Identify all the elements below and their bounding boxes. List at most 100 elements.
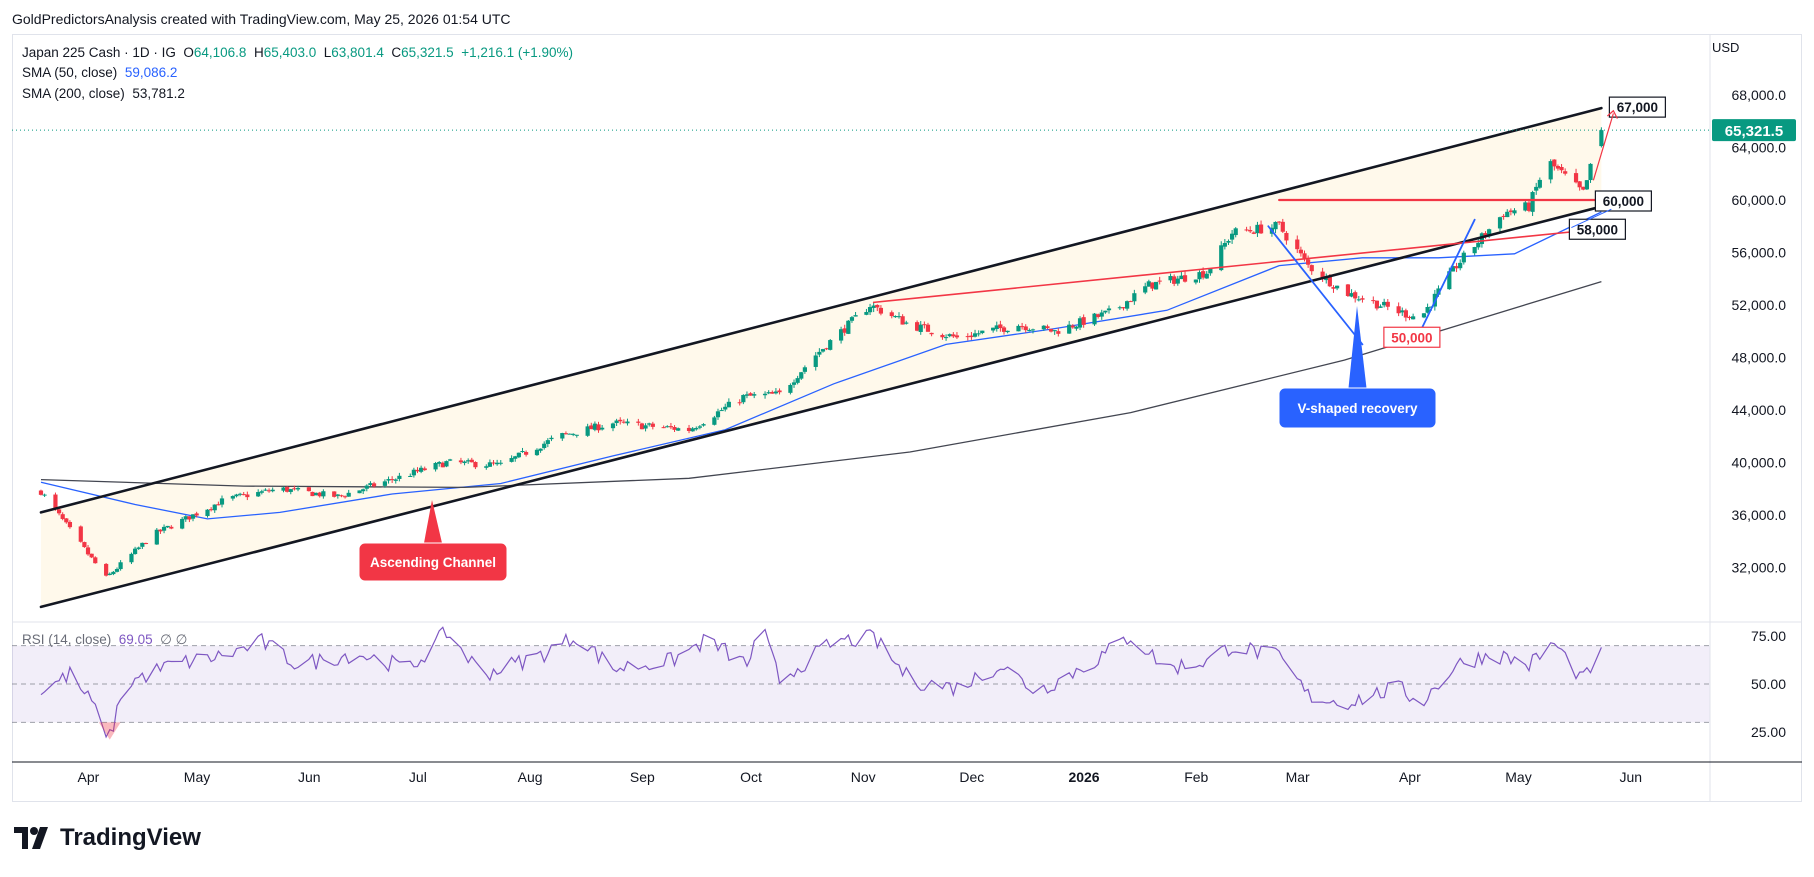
- candle-body: [875, 304, 880, 308]
- candle-body: [820, 349, 826, 352]
- candle-body: [53, 494, 58, 509]
- candle-body: [1150, 282, 1155, 289]
- candle-body: [1168, 275, 1173, 281]
- candle-body: [1461, 252, 1466, 263]
- candle-body: [1487, 229, 1492, 237]
- candle-body: [469, 459, 474, 463]
- level-60000-box: [1594, 190, 1652, 212]
- candle-body: [1483, 233, 1488, 236]
- candle-body: [1020, 326, 1025, 328]
- candle-body: [498, 462, 503, 464]
- price-tick-label: 52,000.0: [1732, 297, 1787, 313]
- candle-body: [1403, 310, 1408, 318]
- legend-rsi[interactable]: RSI (14, close) 69.05 ∅ ∅: [22, 632, 187, 648]
- candle-body: [824, 348, 829, 350]
- candle-body: [165, 525, 170, 528]
- candle-body: [154, 529, 159, 545]
- candle-body: [314, 492, 319, 496]
- candle-body: [762, 393, 768, 396]
- candle-body: [1581, 186, 1586, 190]
- tradingview-logo[interactable]: TradingView: [14, 824, 201, 852]
- candle-body: [1501, 215, 1506, 217]
- candle-body: [1175, 278, 1180, 284]
- candle-body: [994, 325, 999, 329]
- candle-body: [1016, 325, 1021, 332]
- candle-body: [621, 421, 626, 423]
- candle-body: [234, 494, 239, 497]
- candle-body: [444, 461, 449, 467]
- level-50000-box: [1383, 326, 1441, 348]
- candle-body: [1056, 331, 1061, 334]
- candle-body: [1070, 325, 1075, 328]
- legend-sma50-label: SMA (50, close): [22, 65, 118, 80]
- legend-sma50[interactable]: SMA (50, close) 59,086.2: [22, 65, 177, 80]
- price-tick-label: 56,000.0: [1732, 245, 1787, 261]
- candle-body: [972, 333, 978, 337]
- ascending-channel-callout-pointer: [424, 500, 442, 543]
- candle-body: [1157, 280, 1162, 282]
- legend-sma200[interactable]: SMA (200, close) 53,781.2: [22, 86, 185, 101]
- candle-body: [82, 542, 87, 548]
- channel-fill: [40, 108, 1602, 607]
- candle-body: [332, 491, 337, 497]
- candle-body: [462, 461, 467, 464]
- candle-body: [342, 496, 348, 498]
- candle-body: [78, 526, 83, 542]
- ascending-channel-callout-box[interactable]: [358, 542, 508, 582]
- channel-upper-line[interactable]: [39, 106, 1603, 514]
- support-trendline-line[interactable]: [872, 228, 1603, 304]
- candle-body: [1555, 166, 1561, 169]
- candle-body: [1573, 173, 1579, 183]
- candle-body: [212, 504, 217, 511]
- price-tick-label: 36,000.0: [1732, 507, 1787, 523]
- projection-arrowhead-up: [1606, 109, 1618, 119]
- candle-body: [524, 452, 529, 455]
- legend-rsi-extra: ∅ ∅: [160, 632, 188, 647]
- candle-body: [1125, 301, 1130, 309]
- v-down-leg-line[interactable]: [1267, 225, 1364, 346]
- candle-body: [411, 469, 416, 476]
- candle-body: [292, 488, 297, 490]
- candle-body: [132, 548, 138, 555]
- candle-body: [487, 462, 493, 467]
- candle-body: [180, 518, 185, 529]
- legend-close-value: 65,321.5: [401, 45, 454, 60]
- candle-body: [495, 462, 500, 465]
- candle-body: [737, 402, 742, 404]
- candle-body: [270, 489, 275, 492]
- candle-body: [205, 509, 210, 517]
- candle-body: [947, 334, 952, 337]
- candle-body: [571, 433, 576, 435]
- currency-selector[interactable]: USD: [1712, 40, 1740, 55]
- candle-body: [1092, 313, 1097, 325]
- candle-body: [1295, 239, 1300, 250]
- candle-body: [516, 452, 521, 458]
- sma50-line: [40, 211, 1602, 520]
- legend-change: +1,216.1 (+1.90%): [461, 45, 574, 60]
- candle-body: [1222, 242, 1227, 247]
- candle-body: [976, 333, 981, 335]
- candle-body: [93, 557, 98, 564]
- legend-symbol: Japan 225 Cash · 1D · IG: [22, 45, 176, 60]
- candle-body: [1258, 224, 1264, 234]
- time-tick-label: Aug: [518, 769, 543, 785]
- time-tick-label: Mar: [1286, 769, 1310, 785]
- candle-body: [940, 334, 945, 338]
- legend-close-label: C: [391, 45, 402, 60]
- channel-lower-line[interactable]: [39, 205, 1603, 609]
- v-shaped-recovery-callout-box[interactable]: [1278, 387, 1437, 429]
- candle-body: [1411, 316, 1416, 320]
- candle-body: [563, 433, 569, 435]
- candle-body: [925, 324, 931, 332]
- candle-body: [610, 423, 616, 429]
- candle-body: [386, 479, 391, 481]
- candle-body: [1588, 163, 1593, 181]
- candle-body: [368, 483, 373, 485]
- candle-body: [1476, 242, 1481, 248]
- candle-body: [422, 468, 427, 471]
- candle-body: [661, 427, 666, 429]
- candle-body: [1027, 330, 1032, 332]
- v-up-leg-line[interactable]: [1419, 218, 1476, 333]
- candle-body: [828, 340, 833, 350]
